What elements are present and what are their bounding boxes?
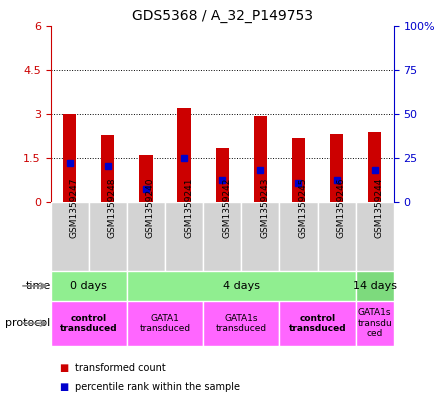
- Text: GATA1s
transduced: GATA1s transduced: [216, 314, 267, 333]
- Text: GATA1s
transdu
ced: GATA1s transdu ced: [357, 309, 392, 338]
- Bar: [330, 134, 343, 202]
- Text: GATA1
transduced: GATA1 transduced: [139, 314, 191, 333]
- Bar: [356, 202, 394, 271]
- Text: ■: ■: [59, 363, 69, 373]
- Text: GSM1359240: GSM1359240: [146, 178, 155, 238]
- Bar: [356, 301, 394, 346]
- Bar: [63, 114, 77, 202]
- Bar: [101, 134, 114, 202]
- Bar: [139, 154, 153, 202]
- Text: percentile rank within the sample: percentile rank within the sample: [75, 382, 240, 392]
- Bar: [356, 271, 394, 301]
- Bar: [127, 271, 356, 301]
- Text: GSM1359244: GSM1359244: [375, 178, 384, 238]
- Text: GSM1359243: GSM1359243: [260, 178, 269, 238]
- Text: control
transduced: control transduced: [289, 314, 346, 333]
- Bar: [165, 202, 203, 271]
- Bar: [368, 132, 381, 202]
- Text: 0 days: 0 days: [70, 281, 107, 291]
- Text: control
transduced: control transduced: [60, 314, 117, 333]
- Text: GSM1359245: GSM1359245: [298, 178, 308, 238]
- Text: transformed count: transformed count: [75, 363, 165, 373]
- Text: GSM1359241: GSM1359241: [184, 178, 193, 238]
- Bar: [279, 202, 318, 271]
- Bar: [89, 202, 127, 271]
- Title: GDS5368 / A_32_P149753: GDS5368 / A_32_P149753: [132, 9, 313, 23]
- Bar: [51, 301, 127, 346]
- Bar: [216, 148, 229, 202]
- Bar: [51, 271, 127, 301]
- Text: 4 days: 4 days: [223, 281, 260, 291]
- Bar: [241, 202, 279, 271]
- Bar: [203, 202, 241, 271]
- Text: GSM1359248: GSM1359248: [108, 178, 117, 238]
- Text: GSM1359246: GSM1359246: [337, 178, 345, 238]
- Bar: [127, 301, 203, 346]
- Bar: [318, 202, 356, 271]
- Text: time: time: [26, 281, 51, 291]
- Bar: [177, 108, 191, 202]
- Text: ■: ■: [59, 382, 69, 392]
- Text: GSM1359247: GSM1359247: [70, 178, 79, 238]
- Bar: [279, 301, 356, 346]
- Bar: [292, 138, 305, 202]
- Text: 14 days: 14 days: [353, 281, 397, 291]
- Text: GSM1359242: GSM1359242: [222, 178, 231, 238]
- Bar: [127, 202, 165, 271]
- Bar: [51, 202, 89, 271]
- Bar: [203, 301, 279, 346]
- Bar: [253, 116, 267, 202]
- Text: protocol: protocol: [5, 318, 51, 328]
